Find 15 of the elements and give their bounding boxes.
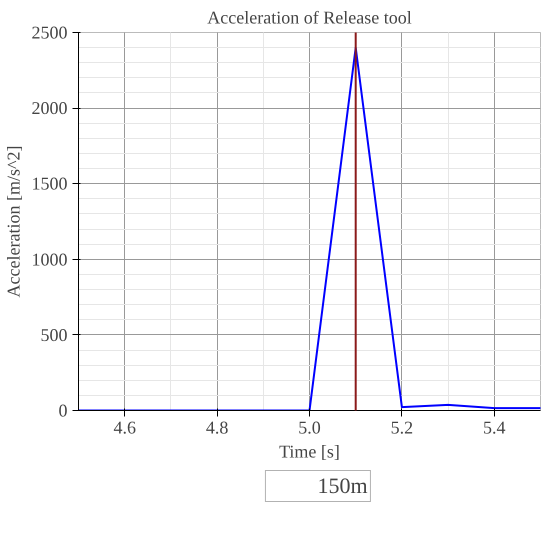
y-tick-label: 2000: [32, 98, 68, 118]
x-tick-label: 4.8: [206, 418, 228, 438]
y-tick-label: 1500: [32, 174, 68, 194]
x-tick-label: 5.4: [483, 418, 506, 438]
x-tick-label: 5.2: [390, 418, 414, 438]
x-tick-label: 4.6: [113, 418, 136, 438]
y-tick-label: 1000: [32, 249, 68, 270]
y-tick-label: 0: [58, 400, 68, 420]
x-axis-title: Time [s]: [279, 442, 340, 462]
y-axis-title: Acceleration [m/s^2]: [4, 146, 24, 298]
x-tick-label: 5.0: [298, 418, 321, 438]
text: 150m: [317, 473, 368, 499]
chart-title: Acceleration of Release tool: [207, 8, 412, 28]
y-tick-label: 2500: [32, 22, 68, 42]
y-tick-label: 500: [40, 324, 68, 345]
